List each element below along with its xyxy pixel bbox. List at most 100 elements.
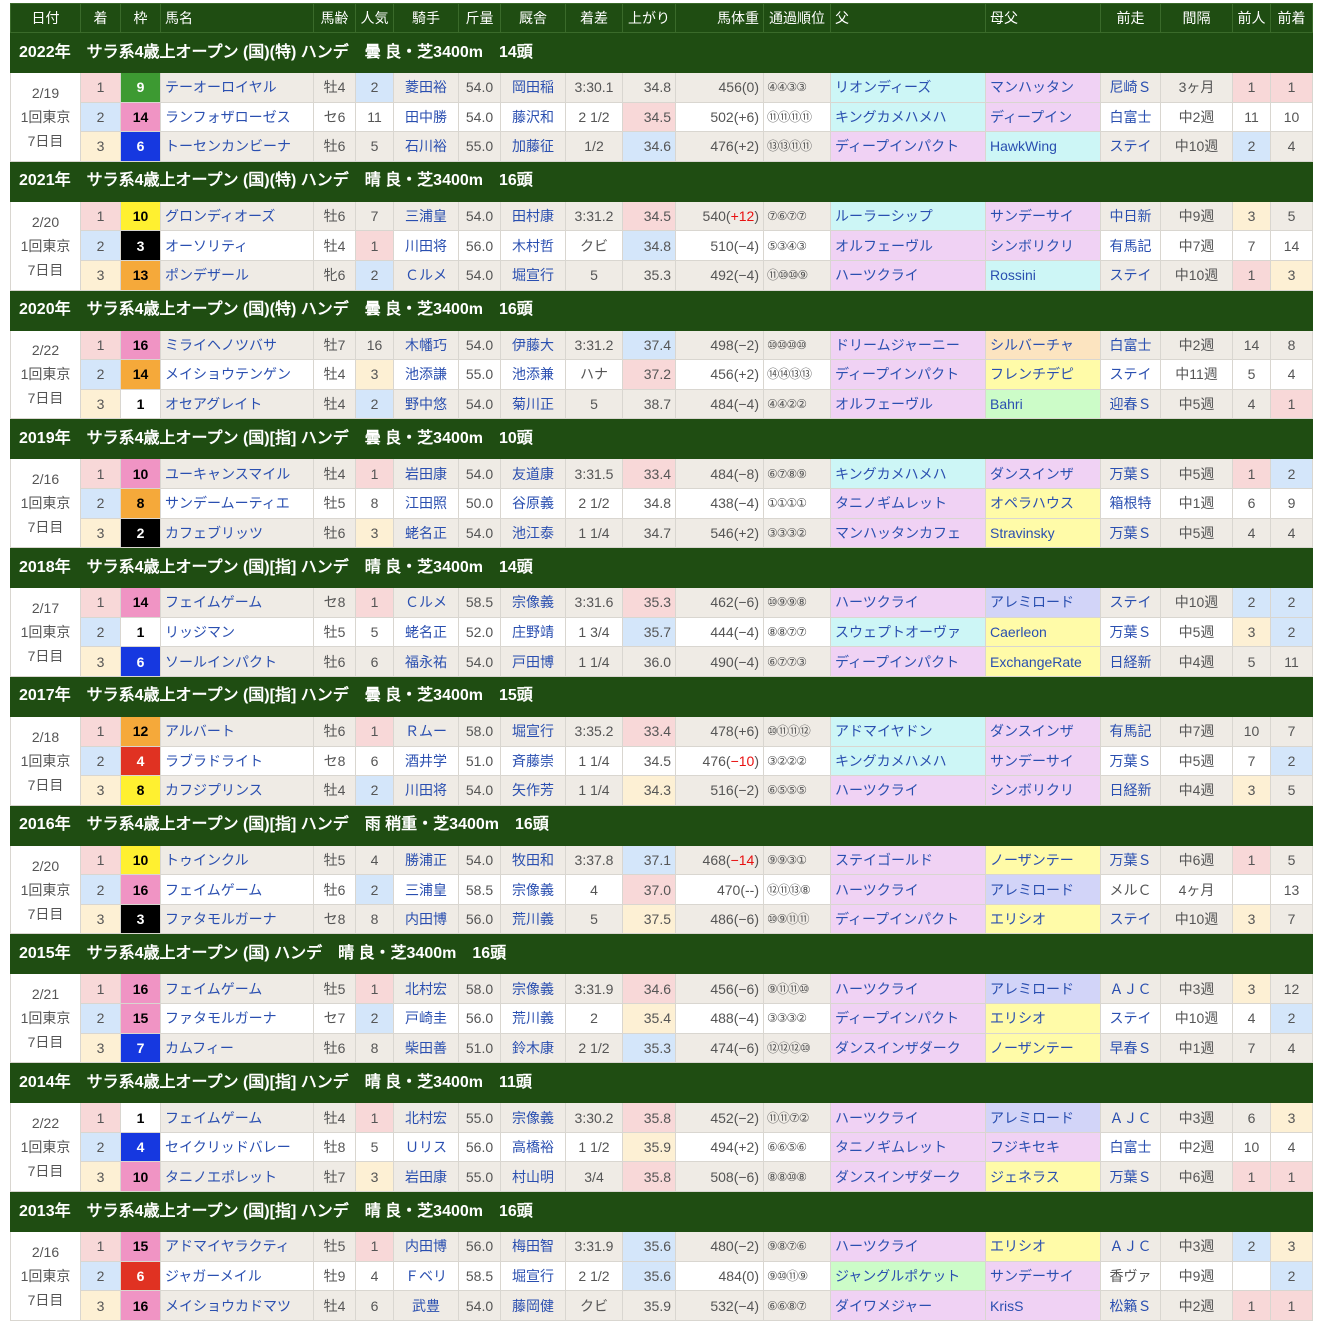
sire-link[interactable]: ジャングルポケット <box>835 1267 961 1284</box>
sire-link[interactable]: ハーツクライ <box>835 1109 919 1126</box>
previous-race-link[interactable]: 日経新 <box>1109 653 1152 670</box>
jockey-link[interactable]: Ｒムー <box>405 723 447 740</box>
horse-name-link[interactable]: ラブラドライト <box>165 752 263 769</box>
sire-link[interactable]: オルフェーヴル <box>835 396 933 413</box>
trainer-link[interactable]: 斉藤崇 <box>512 752 554 769</box>
dam-sire-link[interactable]: ノーザンテー <box>990 851 1074 868</box>
dam-sire-link[interactable]: サンデーサイ <box>990 208 1074 225</box>
sire-link[interactable]: ハーツクライ <box>835 594 919 611</box>
trainer-link[interactable]: 岡田稲 <box>512 79 554 96</box>
previous-race-link[interactable]: 有馬記 <box>1109 237 1152 254</box>
jockey-link[interactable]: 蛯名正 <box>405 524 447 541</box>
dam-sire-link[interactable]: アレミロード <box>990 980 1074 997</box>
horse-name-link[interactable]: オセアグレイト <box>165 396 263 413</box>
dam-sire-link[interactable]: アレミロード <box>990 881 1074 898</box>
horse-name-link[interactable]: セイクリッドバレー <box>165 1139 291 1156</box>
horse-name-link[interactable]: ミライヘノツバサ <box>165 336 277 353</box>
jockey-link[interactable]: 池添謙 <box>405 366 447 383</box>
sire-link[interactable]: ディープインパクト <box>835 911 960 928</box>
trainer-link[interactable]: 堀宣行 <box>512 1267 554 1284</box>
trainer-link[interactable]: 木村哲 <box>512 237 554 254</box>
previous-race-link[interactable]: 早春Ｓ <box>1109 1039 1152 1056</box>
trainer-link[interactable]: 堀宣行 <box>512 723 554 740</box>
trainer-link[interactable]: 池添兼 <box>512 366 554 383</box>
dam-sire-link[interactable]: ディープイン <box>990 108 1073 125</box>
previous-race-link[interactable]: 万葉Ｓ <box>1109 851 1152 868</box>
sire-link[interactable]: キングカメハメハ <box>835 108 947 125</box>
previous-race-link[interactable]: 箱根特 <box>1109 495 1152 512</box>
sire-link[interactable]: ステイゴールド <box>835 851 933 868</box>
dam-sire-link[interactable]: ジェネラス <box>990 1168 1060 1185</box>
previous-race-link[interactable]: 万葉Ｓ <box>1109 752 1152 769</box>
trainer-link[interactable]: 藤岡健 <box>512 1297 554 1314</box>
header-body-weight[interactable]: 馬体重 <box>675 3 764 33</box>
sire-link[interactable]: ディープインパクト <box>835 1010 960 1027</box>
trainer-link[interactable]: 宗像義 <box>512 980 554 997</box>
jockey-link[interactable]: 柴田善 <box>405 1039 447 1056</box>
dam-sire-link[interactable]: シンボリクリ <box>990 237 1074 254</box>
previous-race-link[interactable]: 有馬記 <box>1109 723 1152 740</box>
dam-sire-link[interactable]: オペラハウス <box>990 495 1074 512</box>
trainer-link[interactable]: 荒川義 <box>512 911 554 928</box>
header-weight-carried[interactable]: 斤量 <box>458 3 501 33</box>
sire-link[interactable]: キングカメハメハ <box>835 465 947 482</box>
jockey-link[interactable]: 酒井学 <box>405 752 447 769</box>
previous-race-link[interactable]: ＡＪＣ <box>1109 980 1152 997</box>
previous-race-link[interactable]: 白富士 <box>1109 108 1152 125</box>
horse-name-link[interactable]: ファタモルガーナ <box>165 911 277 928</box>
horse-name-link[interactable]: サンデームーティエ <box>165 495 290 512</box>
dam-sire-link[interactable]: KrisS <box>990 1297 1024 1314</box>
horse-name-link[interactable]: ポンデザール <box>165 267 249 284</box>
header-previous-race[interactable]: 前走 <box>1100 3 1161 33</box>
sire-link[interactable]: ハーツクライ <box>835 980 919 997</box>
previous-race-link[interactable]: ステイ <box>1109 366 1152 383</box>
dam-sire-link[interactable]: HawkWing <box>990 138 1057 155</box>
trainer-link[interactable]: 牧田和 <box>512 851 554 868</box>
trainer-link[interactable]: 鈴木康 <box>512 1039 554 1056</box>
previous-race-link[interactable]: 尼崎Ｓ <box>1109 79 1152 96</box>
trainer-link[interactable]: 宗像義 <box>512 881 554 898</box>
sire-link[interactable]: マンハッタンカフェ <box>835 524 961 541</box>
dam-sire-link[interactable]: エリシオ <box>990 1238 1046 1255</box>
header-sire[interactable]: 父 <box>830 3 986 33</box>
previous-race-link[interactable]: 万葉Ｓ <box>1109 1168 1152 1185</box>
dam-sire-link[interactable]: Bahri <box>990 396 1023 413</box>
sire-link[interactable]: ダンスインザダーク <box>835 1039 961 1056</box>
horse-name-link[interactable]: ランフォザローゼス <box>165 108 291 125</box>
sire-link[interactable]: アドマイヤドン <box>835 723 933 740</box>
jockey-link[interactable]: 江田照 <box>405 495 447 512</box>
jockey-link[interactable]: 川田将 <box>405 782 447 799</box>
horse-name-link[interactable]: フェイムゲーム <box>165 594 263 611</box>
sire-link[interactable]: リオンディーズ <box>835 79 932 96</box>
previous-race-link[interactable]: ＡＪＣ <box>1109 1109 1152 1126</box>
sire-link[interactable]: スウェプトオーヴァ <box>835 624 961 641</box>
jockey-link[interactable]: 戸崎圭 <box>405 1010 447 1027</box>
sire-link[interactable]: ダンスインザダーク <box>835 1168 961 1185</box>
previous-race-link[interactable]: ＡＪＣ <box>1109 1238 1152 1255</box>
dam-sire-link[interactable]: シンボリクリ <box>990 782 1074 799</box>
horse-name-link[interactable]: メイショウテンゲン <box>165 366 291 383</box>
trainer-link[interactable]: 谷原義 <box>512 495 554 512</box>
jockey-link[interactable]: 武豊 <box>412 1297 440 1314</box>
horse-name-link[interactable]: フェイムゲーム <box>165 881 263 898</box>
trainer-link[interactable]: 宗像義 <box>512 1109 554 1126</box>
horse-name-link[interactable]: タニノエポレット <box>165 1168 277 1185</box>
previous-race-link[interactable]: ステイ <box>1109 138 1152 155</box>
previous-race-link[interactable]: 迎春Ｓ <box>1109 396 1152 413</box>
previous-race-link[interactable]: 白富士 <box>1109 1139 1152 1156</box>
horse-name-link[interactable]: カフジプリンス <box>165 782 263 799</box>
header-jockey[interactable]: 騎手 <box>393 3 459 33</box>
header-passing-order[interactable]: 通過順位 <box>763 3 831 33</box>
trainer-link[interactable]: 伊藤大 <box>512 336 554 353</box>
jockey-link[interactable]: 木幡巧 <box>405 336 447 353</box>
trainer-link[interactable]: 藤沢和 <box>512 108 554 125</box>
jockey-link[interactable]: 田中勝 <box>405 108 447 125</box>
dam-sire-link[interactable]: サンデーサイ <box>990 1267 1074 1284</box>
jockey-link[interactable]: 福永祐 <box>405 653 447 670</box>
jockey-link[interactable]: 石川裕 <box>405 138 447 155</box>
previous-race-link[interactable]: 白富士 <box>1109 336 1152 353</box>
horse-name-link[interactable]: カフェブリッツ <box>165 524 263 541</box>
jockey-link[interactable]: 三浦皇 <box>405 208 447 225</box>
jockey-link[interactable]: 川田将 <box>405 237 447 254</box>
header-popularity[interactable]: 人気 <box>355 3 394 33</box>
